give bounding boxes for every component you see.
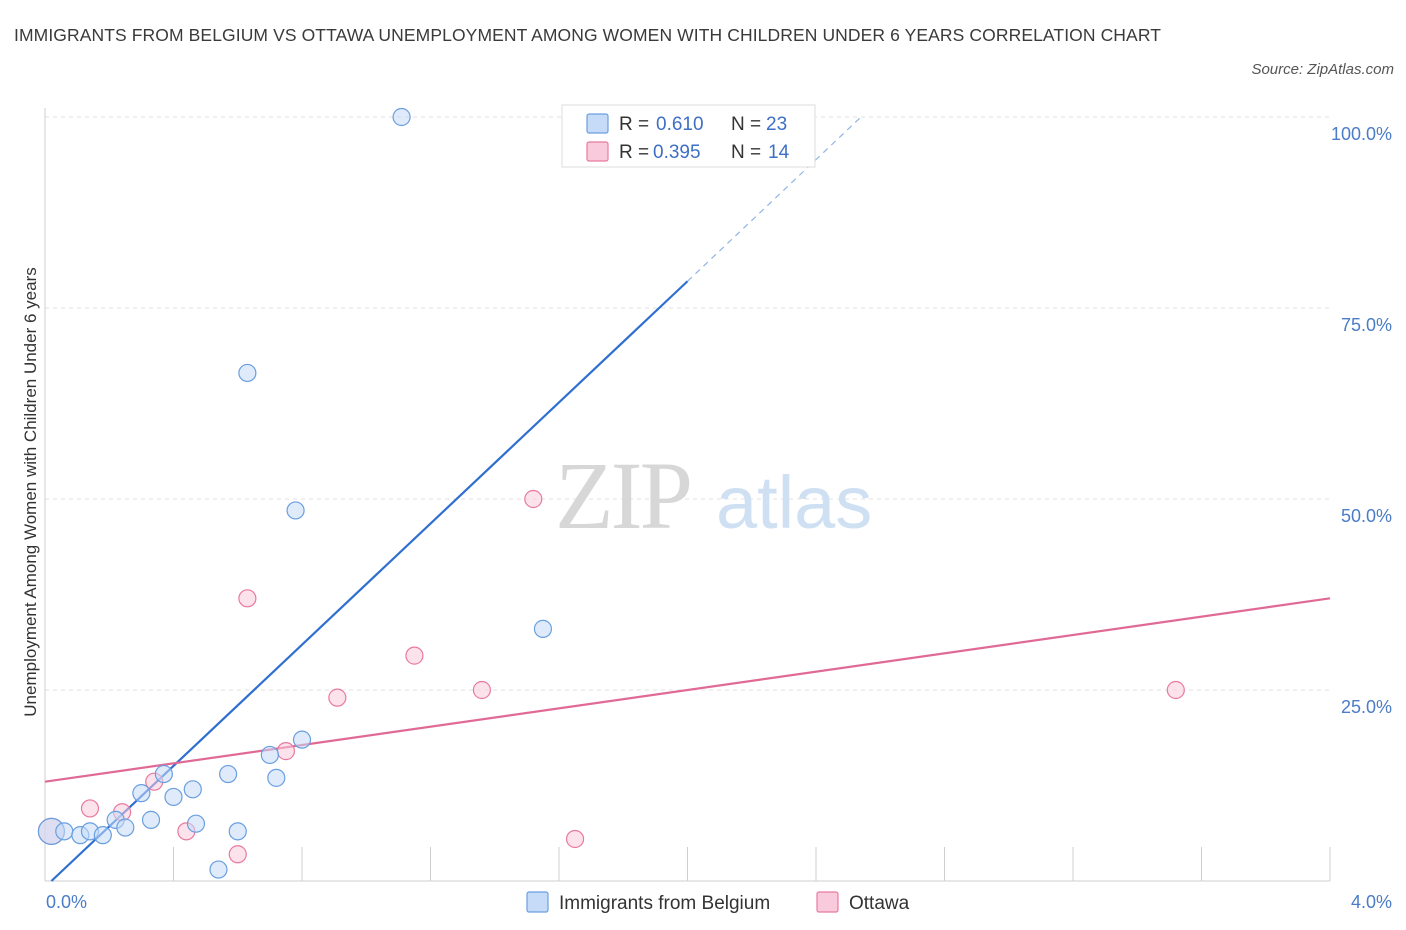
legend-swatch-ottawa xyxy=(586,141,609,162)
point-belgium-9 xyxy=(154,764,173,784)
watermark-zip: ZIP xyxy=(555,442,690,549)
point-belgium-12 xyxy=(186,814,206,833)
series-legend-label-ottawa: Ottawa xyxy=(849,893,910,914)
point-ottawa-1 xyxy=(80,799,100,818)
point-ottawa-8 xyxy=(328,688,347,707)
chart-title: IMMIGRANTS FROM BELGIUM VS OTTAWA UNEMPL… xyxy=(14,25,1162,45)
point-belgium-8 xyxy=(141,810,161,829)
y-tick-label-2: 75.0% xyxy=(1341,315,1392,335)
watermark: ZIP atlas xyxy=(555,442,872,549)
axes xyxy=(44,108,1331,882)
point-belgium-13 xyxy=(209,860,228,879)
grid-lines xyxy=(45,116,1330,691)
point-belgium-11 xyxy=(183,780,202,799)
y-tick-label-1: 50.0% xyxy=(1341,506,1392,526)
source-credit: Source: ZipAtlas.com xyxy=(1251,61,1394,78)
point-ottawa-9 xyxy=(405,646,424,665)
point-belgium-14 xyxy=(219,764,238,784)
legend-n-value-ottawa: 14 xyxy=(768,142,790,163)
point-ottawa-6 xyxy=(238,589,257,608)
point-belgium-10 xyxy=(164,787,183,807)
point-ottawa-12 xyxy=(565,829,585,849)
point-belgium-16 xyxy=(238,363,257,383)
series-legend-label-belgium: Immigrants from Belgium xyxy=(559,893,770,914)
x-tick-label-min: 0.0% xyxy=(46,892,87,912)
series-legend-swatch-belgium xyxy=(526,891,549,913)
trend-line-belgium-extension xyxy=(687,116,862,282)
legend-r-value-ottawa: 0.395 xyxy=(653,142,701,163)
point-belgium-21 xyxy=(392,107,411,127)
point-belgium-20 xyxy=(292,730,312,749)
trend-line-ottawa xyxy=(44,597,1331,783)
legend-r-label-belgium: R = xyxy=(619,114,649,135)
point-belgium-22 xyxy=(533,619,553,638)
point-belgium-17 xyxy=(260,745,279,765)
legend-n-value-belgium: 23 xyxy=(766,114,787,135)
point-belgium-19 xyxy=(286,501,305,520)
point-ottawa-7 xyxy=(276,742,296,761)
correlation-legend: R = 0.610 N = 23 R = 0.395 N = 14 xyxy=(561,104,816,168)
legend-n-label-ottawa: N = xyxy=(731,142,761,163)
point-belgium-4 xyxy=(93,826,112,845)
legend-r-label-ottawa: R = xyxy=(619,142,649,163)
point-ottawa-13 xyxy=(1166,680,1185,700)
data-points xyxy=(37,107,1185,879)
point-ottawa-11 xyxy=(524,489,543,509)
watermark-atlas: atlas xyxy=(716,461,872,544)
series-legend: Immigrants from Belgium Ottawa xyxy=(526,891,910,914)
y-tick-label-0: 25.0% xyxy=(1341,697,1392,717)
point-belgium-6 xyxy=(116,818,135,837)
point-ottawa-5 xyxy=(228,845,247,864)
point-belgium-15 xyxy=(228,822,247,841)
legend-n-label-belgium: N = xyxy=(731,114,761,135)
x-tick-labels: 0.0% 4.0% xyxy=(46,892,1392,912)
point-ottawa-10 xyxy=(472,680,491,700)
legend-r-value-belgium: 0.610 xyxy=(656,114,704,135)
y-tick-label-3: 100.0% xyxy=(1331,124,1392,144)
point-belgium-18 xyxy=(267,768,286,787)
y-tick-labels: 25.0% 50.0% 75.0% 100.0% xyxy=(1331,124,1392,717)
legend-swatch-belgium xyxy=(586,113,609,134)
point-belgium-7 xyxy=(132,784,151,803)
y-axis-title: Unemployment Among Women with Children U… xyxy=(21,267,40,716)
series-legend-swatch-ottawa xyxy=(816,891,839,913)
x-tick-label-max: 4.0% xyxy=(1351,892,1392,912)
point-belgium-1 xyxy=(55,822,74,841)
